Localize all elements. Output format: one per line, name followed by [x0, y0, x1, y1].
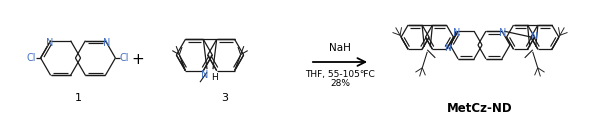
- Text: Cl: Cl: [119, 53, 129, 63]
- Text: 28%: 28%: [330, 79, 350, 88]
- Text: N: N: [444, 44, 451, 53]
- Text: N: N: [453, 28, 461, 38]
- Text: MetCz-ND: MetCz-ND: [447, 102, 513, 114]
- Text: N: N: [530, 32, 537, 41]
- Text: N: N: [499, 28, 507, 38]
- Text: Cl: Cl: [27, 53, 36, 63]
- Text: H: H: [211, 73, 219, 82]
- Text: N: N: [201, 70, 208, 80]
- Text: NaH: NaH: [329, 43, 351, 53]
- Text: THF, 55-105℉C: THF, 55-105℉C: [305, 69, 375, 79]
- Text: N: N: [46, 38, 53, 48]
- Text: N: N: [103, 38, 110, 48]
- Text: 3: 3: [222, 93, 229, 103]
- Text: 1: 1: [74, 93, 81, 103]
- Text: +: +: [132, 53, 144, 68]
